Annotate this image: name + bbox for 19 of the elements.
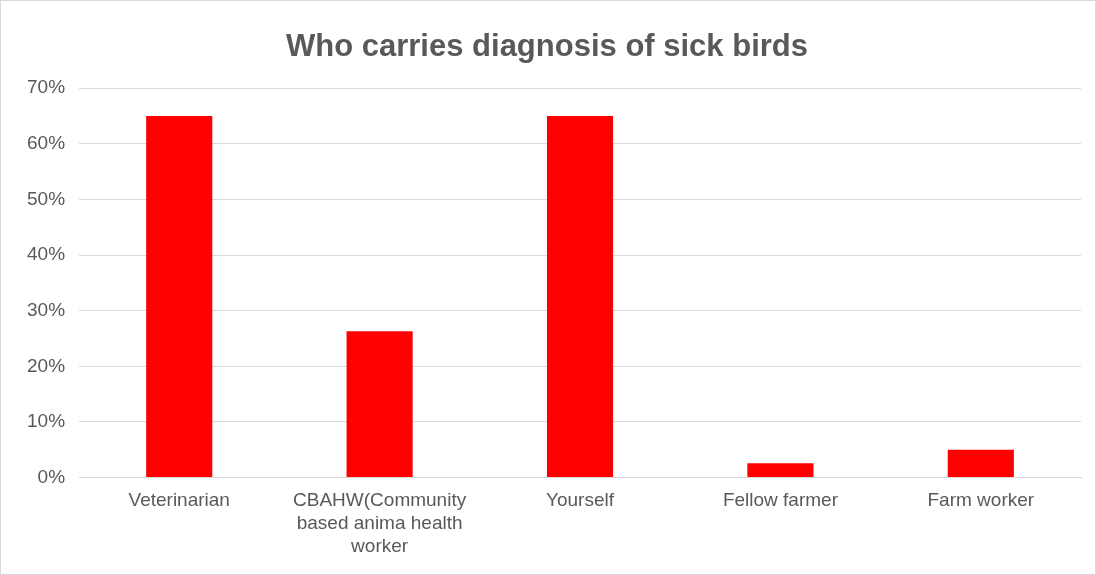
bar — [346, 331, 413, 478]
y-tick-label: 10% — [27, 410, 66, 432]
bar — [146, 116, 213, 478]
bar — [947, 449, 1014, 478]
x-tick-label: Yourself — [546, 489, 615, 511]
x-tick-label: Fellow farmer — [722, 489, 839, 511]
x-tick-label: Farm worker — [927, 489, 1035, 511]
chart-title: Who carries diagnosis of sick birds — [286, 28, 808, 64]
bar — [546, 116, 614, 478]
y-tick-label: 20% — [27, 354, 66, 376]
y-tick-label: 0% — [37, 465, 66, 487]
y-tick-label: 70% — [27, 76, 66, 98]
bar — [747, 463, 814, 478]
y-tick-label: 50% — [27, 187, 66, 209]
x-tick-label: Veterinarian — [128, 489, 230, 511]
y-tick-label: 40% — [27, 243, 66, 265]
y-tick-label: 60% — [27, 132, 66, 154]
y-tick-label: 30% — [27, 298, 66, 320]
x-tick-label: CBAHW(Community based anima health worker — [293, 489, 467, 556]
